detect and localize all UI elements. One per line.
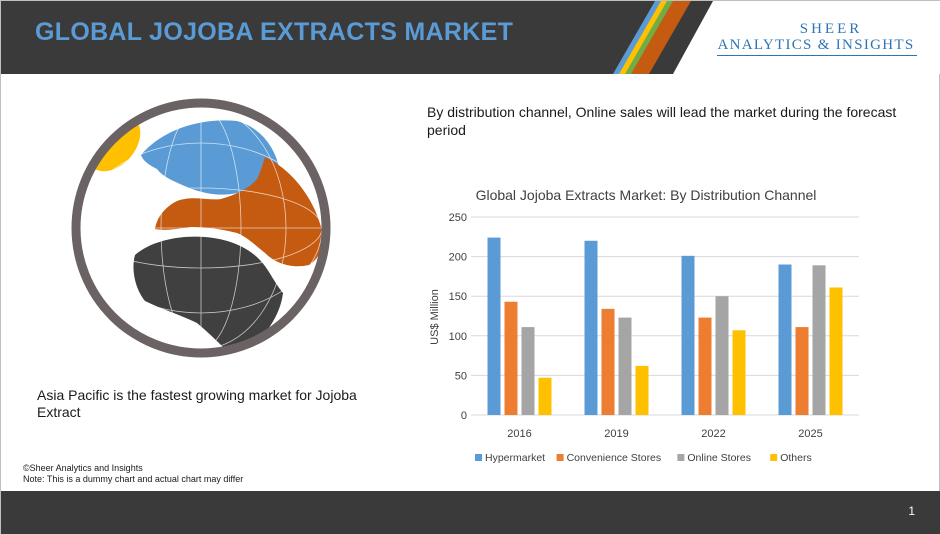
page-number: 1 — [908, 504, 915, 518]
bar-hypermarket-2022 — [681, 255, 695, 415]
x-tick-label: 2022 — [701, 428, 725, 440]
legend-swatch — [770, 454, 778, 461]
channel-insight-text: By distribution channel, Online sales wi… — [427, 104, 897, 138]
chart-legend: Hypermarket Convenience Stores Online Stor… — [475, 452, 812, 464]
y-tick-label: 100 — [449, 331, 467, 343]
x-tick-label: 2019 — [604, 428, 628, 440]
legend-swatch — [677, 454, 685, 461]
logo-text-sheer: SHEER — [799, 21, 863, 37]
bar-others-2025 — [829, 287, 843, 415]
logo-underline — [717, 55, 917, 56]
region-insight-text: Asia Pacific is the fastest growing mark… — [37, 387, 357, 420]
y-axis-label: US$ Million — [429, 289, 441, 345]
legend-label: Convenience Stores — [567, 452, 662, 464]
decorative-stripes — [613, 1, 691, 74]
legend-label: Online Stores — [687, 452, 751, 464]
globe-map-image — [71, 98, 331, 358]
bar-convenience-stores-2022 — [698, 317, 712, 415]
bar-online-stores-2025 — [812, 265, 826, 415]
bar-online-stores-2019 — [618, 317, 632, 415]
copyright-note: ©Sheer Analytics and Insights Note: This… — [23, 463, 243, 485]
chart-title: Global Jojoba Extracts Market: By Distri… — [476, 187, 817, 203]
chart-gridlines — [471, 216, 859, 416]
bar-convenience-stores-2016 — [504, 301, 518, 415]
header-bar: GLOBAL JOJOBA EXTRACTS MARKET SHEER ANAL… — [1, 1, 940, 74]
x-tick-label: 2025 — [798, 428, 822, 440]
y-tick-label: 200 — [449, 252, 467, 264]
logo-text-analytics: ANALYTICS & INSIGHTS — [717, 37, 915, 53]
bar-chart: Global Jojoba Extracts Market: By Distri… — [429, 187, 859, 464]
bar-convenience-stores-2019 — [601, 308, 615, 415]
x-axis-ticks: 2016 2019 2022 2025 — [507, 428, 822, 440]
y-tick-label: 50 — [455, 370, 467, 382]
disclaimer-text: Note: This is a dummy chart and actual c… — [23, 474, 244, 484]
legend-swatch — [475, 454, 482, 461]
footer-bar: 1 — [1, 491, 940, 534]
y-tick-label: 250 — [449, 212, 467, 224]
bar-online-stores-2022 — [715, 296, 729, 415]
bar-others-2016 — [538, 377, 552, 415]
y-tick-label: 0 — [461, 410, 467, 422]
copyright-text: ©Sheer Analytics and Insights — [23, 463, 143, 473]
legend-swatch — [556, 454, 564, 461]
bar-hypermarket-2019 — [584, 240, 598, 415]
y-tick-label: 150 — [449, 291, 467, 303]
legend-label: Hypermarket — [485, 452, 545, 464]
legend-label: Others — [780, 452, 812, 464]
page-title: GLOBAL JOJOBA EXTRACTS MARKET — [35, 18, 514, 46]
bar-others-2019 — [635, 365, 649, 415]
chart-bars — [487, 237, 843, 415]
bar-others-2022 — [732, 330, 746, 415]
bar-online-stores-2016 — [521, 327, 535, 415]
y-axis-ticks: 0 50 100 150 200 250 — [449, 212, 467, 422]
bar-hypermarket-2025 — [778, 264, 792, 415]
bar-convenience-stores-2025 — [795, 327, 809, 415]
x-tick-label: 2016 — [507, 428, 531, 440]
bar-hypermarket-2016 — [487, 237, 501, 415]
